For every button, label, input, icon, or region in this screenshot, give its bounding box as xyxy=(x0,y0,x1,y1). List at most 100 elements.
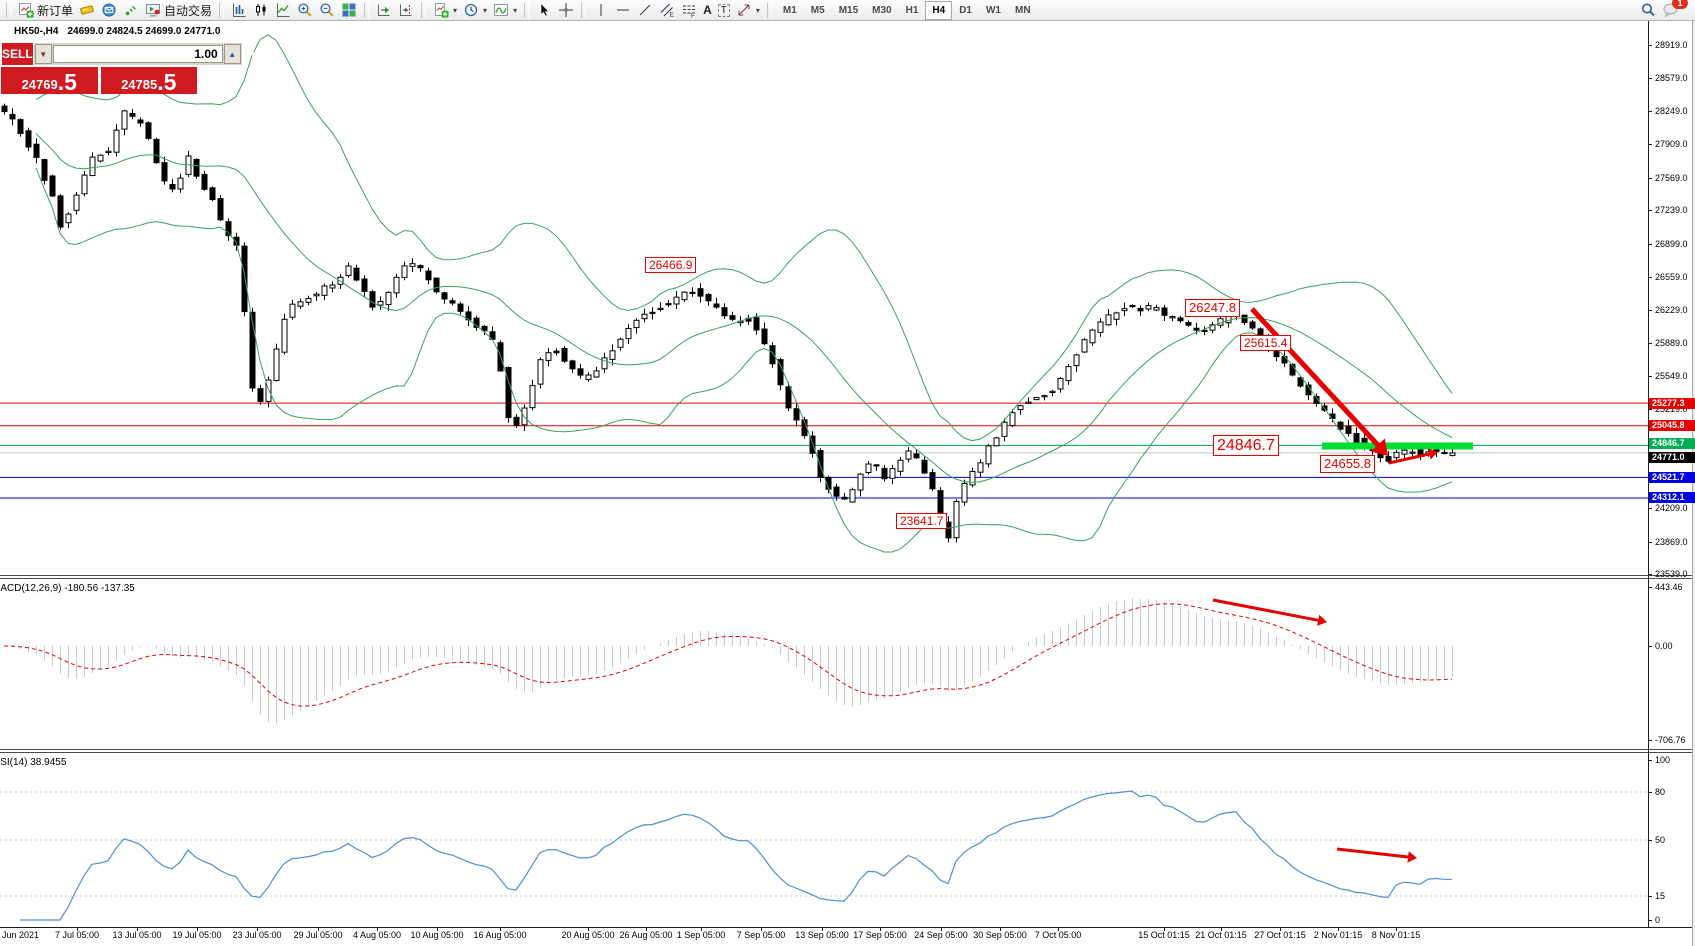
chart-shift-icon xyxy=(400,4,412,16)
chevron-down-icon: ▾ xyxy=(755,5,760,15)
y-axis-tick xyxy=(1648,376,1652,378)
price-annotation[interactable]: 23641.7 xyxy=(896,513,948,530)
price-annotation[interactable]: 26247.8 xyxy=(1185,299,1240,317)
toolbar-grip xyxy=(581,2,587,18)
y-axis-tick xyxy=(1648,45,1652,46)
fibonacci-tool-button[interactable]: F xyxy=(678,1,700,20)
svg-text:F: F xyxy=(691,13,695,19)
y-axis-tick-label: 28919.0 xyxy=(1655,40,1688,50)
toolbar-grip xyxy=(524,2,530,18)
trendline-icon xyxy=(639,4,651,16)
timeframe-h4[interactable]: H4 xyxy=(925,0,953,20)
periods-dropdown[interactable]: ▾ xyxy=(460,1,490,20)
x-axis-tick xyxy=(77,928,78,931)
autotrading-button[interactable]: 自动交易 xyxy=(142,1,215,20)
macd-axis-tick xyxy=(1648,587,1652,589)
macd-panel-canvas[interactable] xyxy=(0,579,1648,749)
timeframe-m30[interactable]: M30 xyxy=(872,4,892,16)
y-axis-tick xyxy=(1648,342,1652,344)
volume-increase-button[interactable]: ▲ xyxy=(223,44,241,64)
timeframe-h1[interactable]: H1 xyxy=(905,4,919,16)
auto-scroll-button[interactable] xyxy=(373,1,395,20)
macd-indicator-label: MACD(12,26,9) -180.56 -137.35 xyxy=(0,583,135,594)
text-tool-button[interactable]: A xyxy=(700,1,715,20)
x-axis-label: 8 Nov 01:15 xyxy=(1371,930,1421,940)
new-order-button[interactable]: 新订单 xyxy=(15,1,76,20)
zoom-in-button[interactable] xyxy=(294,1,316,20)
x-axis-tick xyxy=(941,928,942,931)
toolbar-grip xyxy=(6,2,11,18)
timeframe-d1[interactable]: D1 xyxy=(959,4,972,16)
vertical-line-tool-button[interactable] xyxy=(590,1,612,20)
x-axis-label: 29 Jul 05:00 xyxy=(293,930,343,940)
market-depth-button[interactable] xyxy=(76,1,98,20)
community-button[interactable] xyxy=(98,1,120,20)
price-axis-line xyxy=(1648,21,1649,927)
timeframe-w1[interactable]: W1 xyxy=(985,4,1001,16)
toolbar: 新订单 自动交易 ▾ ▾ ▾ xyxy=(0,0,1695,21)
line-chart-icon xyxy=(277,3,290,17)
arrows-tool-dropdown[interactable]: ▾ xyxy=(733,1,763,20)
trend-arrow xyxy=(1250,307,1388,456)
rsi-line xyxy=(20,790,1452,921)
timeframe-m5[interactable]: M5 xyxy=(810,4,825,16)
svg-text:E: E xyxy=(670,12,675,19)
rsi-panel-canvas[interactable] xyxy=(0,753,1648,927)
x-axis-tick xyxy=(1058,928,1059,931)
messenger-icon xyxy=(102,3,116,17)
bar-chart-button[interactable] xyxy=(228,1,250,20)
channel-tool-button[interactable]: E xyxy=(656,1,678,20)
zoom-out-button[interactable] xyxy=(316,1,338,20)
price-annotation[interactable]: 25615.4 xyxy=(1240,335,1292,352)
y-axis-tick xyxy=(1648,243,1652,245)
trend-arrow xyxy=(1212,598,1327,626)
timeframe-m15[interactable]: M15 xyxy=(838,4,859,16)
trend-arrow xyxy=(1388,448,1438,465)
line-chart-button[interactable] xyxy=(272,1,294,20)
indicators-dropdown[interactable]: ▾ xyxy=(490,1,520,20)
chat-button[interactable]: 1 xyxy=(1659,0,1688,20)
rsi-axis-tick xyxy=(1648,920,1652,921)
chart-shift-button[interactable] xyxy=(395,1,417,20)
signals-button[interactable] xyxy=(120,1,142,20)
chevron-down-icon: ▾ xyxy=(513,5,518,15)
x-axis-label: 13 Sep 05:00 xyxy=(795,930,849,940)
cursor-icon xyxy=(540,2,550,17)
new-chart-dropdown[interactable]: ▾ xyxy=(430,1,460,20)
crosshair-tool-button[interactable] xyxy=(555,1,577,20)
arrow-objects-icon xyxy=(738,4,750,16)
price-annotation[interactable]: 24846.7 xyxy=(1213,435,1279,457)
timeframe-mn[interactable]: MN xyxy=(1014,4,1031,16)
cursor-tool-button[interactable] xyxy=(533,1,555,20)
sell-button[interactable]: SELL xyxy=(2,47,33,61)
text-label-tool-button[interactable]: T xyxy=(715,1,733,20)
timeframe-m1[interactable]: M1 xyxy=(782,4,797,16)
buy-button[interactable]: BUY xyxy=(242,47,269,61)
panel-separator[interactable] xyxy=(0,575,1695,579)
indicators-icon xyxy=(494,4,509,16)
y-axis-tick-label: 26899.0 xyxy=(1655,238,1688,249)
main-chart-canvas[interactable] xyxy=(0,21,1648,575)
equidistant-channel-icon: E xyxy=(660,3,675,19)
buy-price[interactable]: 24785.5 xyxy=(100,67,197,94)
volume-decrease-button[interactable]: ▼ xyxy=(34,44,52,64)
price-annotation[interactable]: 24655.8 xyxy=(1320,455,1375,473)
x-axis-label: 1 Sep 05:00 xyxy=(676,930,726,940)
text-tool-icon: A xyxy=(703,3,712,17)
tile-windows-button[interactable] xyxy=(338,1,360,20)
x-axis-tick xyxy=(646,928,647,931)
x-axis-label: 23 Jul 05:00 xyxy=(232,930,282,940)
price-annotation[interactable]: 26466.9 xyxy=(645,257,697,274)
price-tag: 24521.7 xyxy=(1649,471,1695,483)
sell-price[interactable]: 24769.5 xyxy=(1,67,98,94)
autotrading-label: 自动交易 xyxy=(164,3,213,18)
search-button[interactable] xyxy=(1637,1,1659,20)
horizontal-line-tool-button[interactable] xyxy=(612,1,634,20)
panel-separator[interactable] xyxy=(0,749,1695,753)
candlestick-chart-button[interactable] xyxy=(250,1,272,20)
trendline-tool-button[interactable] xyxy=(634,1,656,20)
volume-input[interactable] xyxy=(52,45,223,63)
level-lines xyxy=(0,402,1648,499)
rsi-axis-tick-label: 50 xyxy=(1655,835,1666,845)
horizontal-line-icon xyxy=(617,9,630,11)
